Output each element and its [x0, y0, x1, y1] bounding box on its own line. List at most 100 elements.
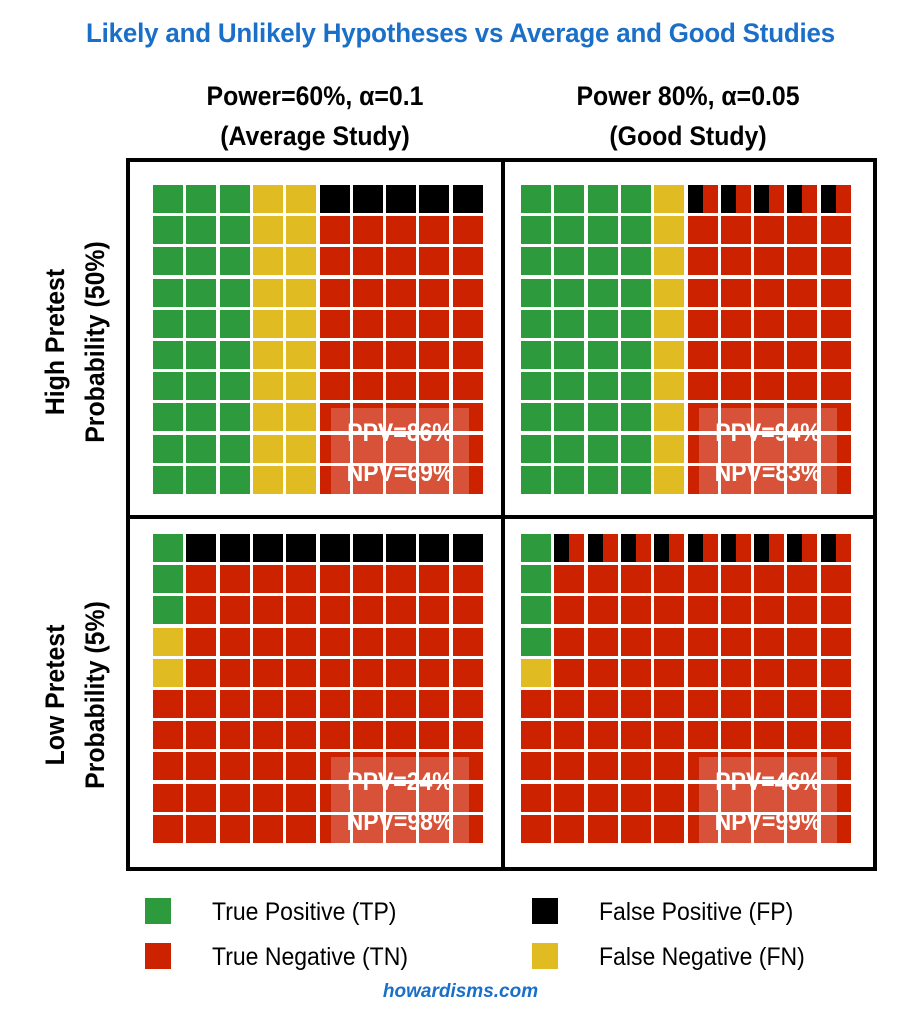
waffle-cell-tn [386, 752, 417, 781]
waffle-cell-tp [587, 341, 618, 369]
waffle-cell-fp [286, 534, 317, 562]
waffle-cell-fn [654, 278, 685, 307]
waffle-cell-tn [452, 690, 483, 718]
waffle-cell-tn [787, 627, 818, 656]
waffle-cell-fn [654, 247, 685, 276]
waffle-cell-tn [319, 434, 350, 463]
waffle-cell-tp [620, 216, 651, 245]
waffle-cell-tp [554, 403, 585, 432]
waffle-cell-tn [654, 721, 685, 750]
waffle-cell-tn [452, 596, 483, 625]
waffle-cell-tn [820, 627, 851, 656]
waffle-cell-tn [386, 783, 417, 812]
waffle-cell-tn [654, 783, 685, 812]
waffle-cell-tn [787, 565, 818, 594]
waffle-cell-tn [720, 752, 751, 781]
waffle-cell-fp-fraction [687, 185, 703, 213]
waffle-cell-tn [186, 721, 217, 750]
waffle-cell-tp [521, 309, 551, 338]
waffle-cell-tn [720, 596, 751, 625]
waffle-cell-fp-fraction [620, 534, 636, 562]
waffle-cell-fp-partial [820, 185, 851, 213]
waffle-cell-tp [620, 309, 651, 338]
waffle-cell-tp [554, 341, 585, 369]
npv-label: NPV=99% [714, 808, 822, 836]
ppv-npv-badge: PPV=46% NPV=99% [699, 757, 837, 847]
waffle-cell-fn [286, 341, 317, 369]
ppv-npv-badge: PPV=86% NPV=69% [331, 408, 469, 498]
waffle-cell-tn [754, 465, 785, 494]
waffle-cell-tn [319, 627, 350, 656]
waffle-cell-tn [452, 247, 483, 276]
waffle-panel-low-average: PPV=24% NPV=98% [153, 534, 483, 847]
waffle-cell-tn [186, 690, 217, 718]
waffle-cell-tn [687, 341, 718, 369]
waffle-cell-tp [219, 372, 250, 401]
waffle-cell-tp [186, 185, 217, 213]
waffle-cell-tn [720, 309, 751, 338]
waffle-cell-tp [554, 309, 585, 338]
waffle-cell-fn [252, 403, 283, 432]
waffle-cell-tn [754, 596, 785, 625]
waffle-cell-tn [620, 814, 651, 843]
waffle-cell-tn [820, 434, 851, 463]
waffle-cell-fp-partial [587, 534, 618, 562]
waffle-cell-tp [153, 216, 183, 245]
waffle-cell-tn [452, 372, 483, 401]
waffle-cell-fp-fraction [720, 185, 736, 213]
waffle-cell-tn [186, 814, 217, 843]
waffle-cell-tp [620, 465, 651, 494]
waffle-cell-tn [521, 721, 551, 750]
waffle-cell-tp [587, 309, 618, 338]
waffle-cell-fp-partial [820, 534, 851, 562]
column-header-good-study: Power 80%, α=0.05 (Good Study) [513, 76, 863, 156]
waffle-cell-tn [452, 658, 483, 687]
waffle-cell-tn [319, 403, 350, 432]
waffle-cell-tn [754, 278, 785, 307]
waffle-panel-high-good: PPV=94% NPV=83% [521, 185, 851, 498]
waffle-cell-tn [754, 658, 785, 687]
waffle-cell-tn [419, 247, 450, 276]
waffle-cell-tn [820, 721, 851, 750]
column-header-average-study: Power=60%, α=0.1 (Average Study) [140, 76, 490, 156]
waffle-cell-tp [620, 185, 651, 213]
waffle-cell-tp [153, 185, 183, 213]
waffle-cell-tn [620, 721, 651, 750]
waffle-cell-tp [219, 465, 250, 494]
waffle-cell-tn [252, 721, 283, 750]
waffle-cell-tn [820, 752, 851, 781]
waffle-cell-tn [352, 309, 383, 338]
waffle-cell-tn [720, 216, 751, 245]
waffle-cell-tn [452, 341, 483, 369]
waffle-cell-tn [787, 278, 818, 307]
waffle-cell-tn [186, 596, 217, 625]
waffle-cell-tp [587, 278, 618, 307]
waffle-cell-tn [787, 403, 818, 432]
column-header-line1: Power 80%, α=0.05 [576, 81, 800, 111]
waffle-cell-tp [521, 434, 551, 463]
waffle-cell-tp [219, 216, 250, 245]
waffle-cell-tn [587, 690, 618, 718]
row-header-line2: Probability (50%) [80, 241, 110, 443]
waffle-cell-tn [720, 565, 751, 594]
waffle-cell-fp-partial [687, 185, 718, 213]
waffle-cell-tn [820, 690, 851, 718]
waffle-cell-tn [787, 814, 818, 843]
waffle-cell-tn [219, 658, 250, 687]
waffle-cell-tn [219, 721, 250, 750]
waffle-cell-tn [419, 309, 450, 338]
waffle-cell-tp [554, 465, 585, 494]
waffle-cell-tn [319, 814, 350, 843]
waffle-cell-fp-partial [654, 534, 685, 562]
waffle-cell-tn [554, 783, 585, 812]
waffle-cell-fn [521, 658, 551, 687]
waffle-cell-fn [286, 434, 317, 463]
waffle-cell-fn [654, 372, 685, 401]
waffle-cell-tp [620, 434, 651, 463]
waffle-cell-tn [654, 814, 685, 843]
waffle-cell-fn [286, 309, 317, 338]
waffle-cell-fp [352, 534, 383, 562]
waffle-cell-tn [654, 565, 685, 594]
waffle-cell-tn [419, 216, 450, 245]
waffle-cell-fp-partial [620, 534, 651, 562]
